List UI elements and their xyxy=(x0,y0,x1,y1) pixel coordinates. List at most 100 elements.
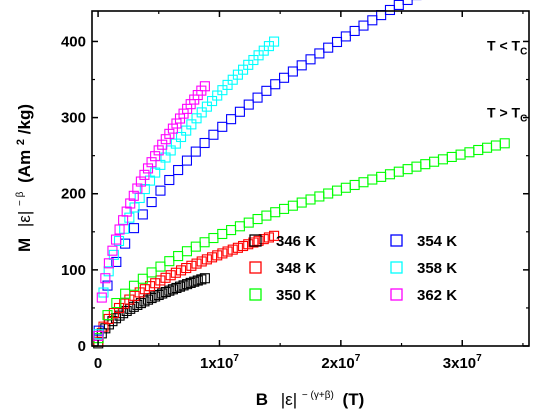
data-point xyxy=(178,280,189,291)
data-point xyxy=(358,20,369,31)
data-point xyxy=(437,154,448,165)
data-point xyxy=(314,191,325,202)
data-point xyxy=(243,217,254,228)
data-point xyxy=(189,276,200,287)
data-point xyxy=(110,234,122,245)
data-point xyxy=(181,246,192,257)
annotation-label: T > TC xyxy=(487,105,527,125)
x-title-exp: − (γ+β) xyxy=(302,390,334,401)
legend-swatch xyxy=(390,288,403,301)
data-point xyxy=(261,210,272,221)
legend-item: 354 K xyxy=(390,233,457,250)
legend-label: 362 K xyxy=(417,287,457,304)
data-point xyxy=(402,164,413,175)
data-point xyxy=(150,151,161,162)
data-point xyxy=(199,237,210,248)
legend-swatch xyxy=(390,261,403,274)
annotation-label: T < TC xyxy=(487,38,527,58)
data-point xyxy=(160,152,171,163)
data-point xyxy=(349,25,360,37)
x-title-unit: (T) xyxy=(343,390,365,409)
data-point xyxy=(196,274,207,285)
data-point xyxy=(134,287,145,298)
data-point xyxy=(208,129,219,140)
data-point xyxy=(96,292,107,303)
data-point xyxy=(160,272,171,283)
data-point xyxy=(175,265,187,276)
data-point xyxy=(199,81,210,92)
x-tick-label: 1x107 xyxy=(200,353,239,372)
data-point xyxy=(420,159,431,170)
legend-item: 346 K xyxy=(249,233,316,250)
data-point xyxy=(201,101,212,112)
data-point xyxy=(455,149,466,160)
data-point xyxy=(258,234,269,245)
data-point xyxy=(238,240,249,252)
legend-swatch xyxy=(249,288,262,301)
data-point xyxy=(358,177,369,188)
data-point xyxy=(278,203,290,214)
data-point xyxy=(150,278,161,289)
data-point xyxy=(164,285,175,296)
data-point xyxy=(164,128,175,139)
data-point xyxy=(252,92,263,103)
data-point xyxy=(153,145,164,156)
series-350-k xyxy=(93,138,510,344)
series-354-k xyxy=(93,0,422,336)
data-point xyxy=(134,192,145,204)
data-point xyxy=(139,169,150,180)
data-point xyxy=(157,139,168,150)
data-point xyxy=(173,164,184,176)
data-point xyxy=(340,182,351,193)
data-point xyxy=(243,239,254,250)
data-point xyxy=(100,273,111,284)
data-point xyxy=(217,228,228,240)
data-point xyxy=(186,260,197,271)
data-point xyxy=(196,256,207,267)
data-point xyxy=(323,188,334,199)
data-point xyxy=(111,256,122,267)
legend-item: 362 K xyxy=(390,287,457,304)
series-362-k xyxy=(93,81,210,341)
x-tick-label: 3x107 xyxy=(443,353,482,372)
legend-item: 348 K xyxy=(249,260,316,277)
data-point xyxy=(142,294,154,305)
data-point xyxy=(128,280,140,291)
data-point xyxy=(226,114,237,125)
data-point xyxy=(170,138,181,149)
y-title-base: M xyxy=(15,238,34,252)
data-point xyxy=(367,15,378,26)
data-point xyxy=(331,36,343,48)
data-point xyxy=(349,179,360,191)
data-point xyxy=(137,209,148,220)
data-point xyxy=(208,232,219,244)
data-point xyxy=(120,288,131,299)
y-title-exp: − β xyxy=(15,191,26,206)
data-point xyxy=(393,166,404,177)
data-point xyxy=(167,284,178,295)
x-tick-label: 0 xyxy=(94,355,102,372)
x-title-base: B xyxy=(256,390,268,409)
data-point xyxy=(124,212,135,223)
data-point xyxy=(164,174,175,186)
data-point xyxy=(269,36,280,47)
data-point xyxy=(212,90,223,101)
data-point xyxy=(146,196,157,208)
data-point xyxy=(384,4,396,16)
data-point xyxy=(367,174,378,185)
data-point xyxy=(243,99,254,110)
data-point xyxy=(191,258,202,269)
legend-item: 358 K xyxy=(390,260,457,277)
data-point xyxy=(144,281,156,292)
data-point xyxy=(296,197,307,208)
y-tick-label: 0 xyxy=(78,338,86,355)
data-point xyxy=(139,284,150,295)
data-point xyxy=(146,293,157,304)
y-title-unit-pre: (Am xyxy=(15,150,34,183)
data-point xyxy=(165,145,176,156)
data-point xyxy=(135,176,146,187)
plot-frame xyxy=(91,10,530,347)
data-point xyxy=(185,277,196,288)
legend-swatch xyxy=(390,234,403,247)
data-point xyxy=(157,288,168,299)
